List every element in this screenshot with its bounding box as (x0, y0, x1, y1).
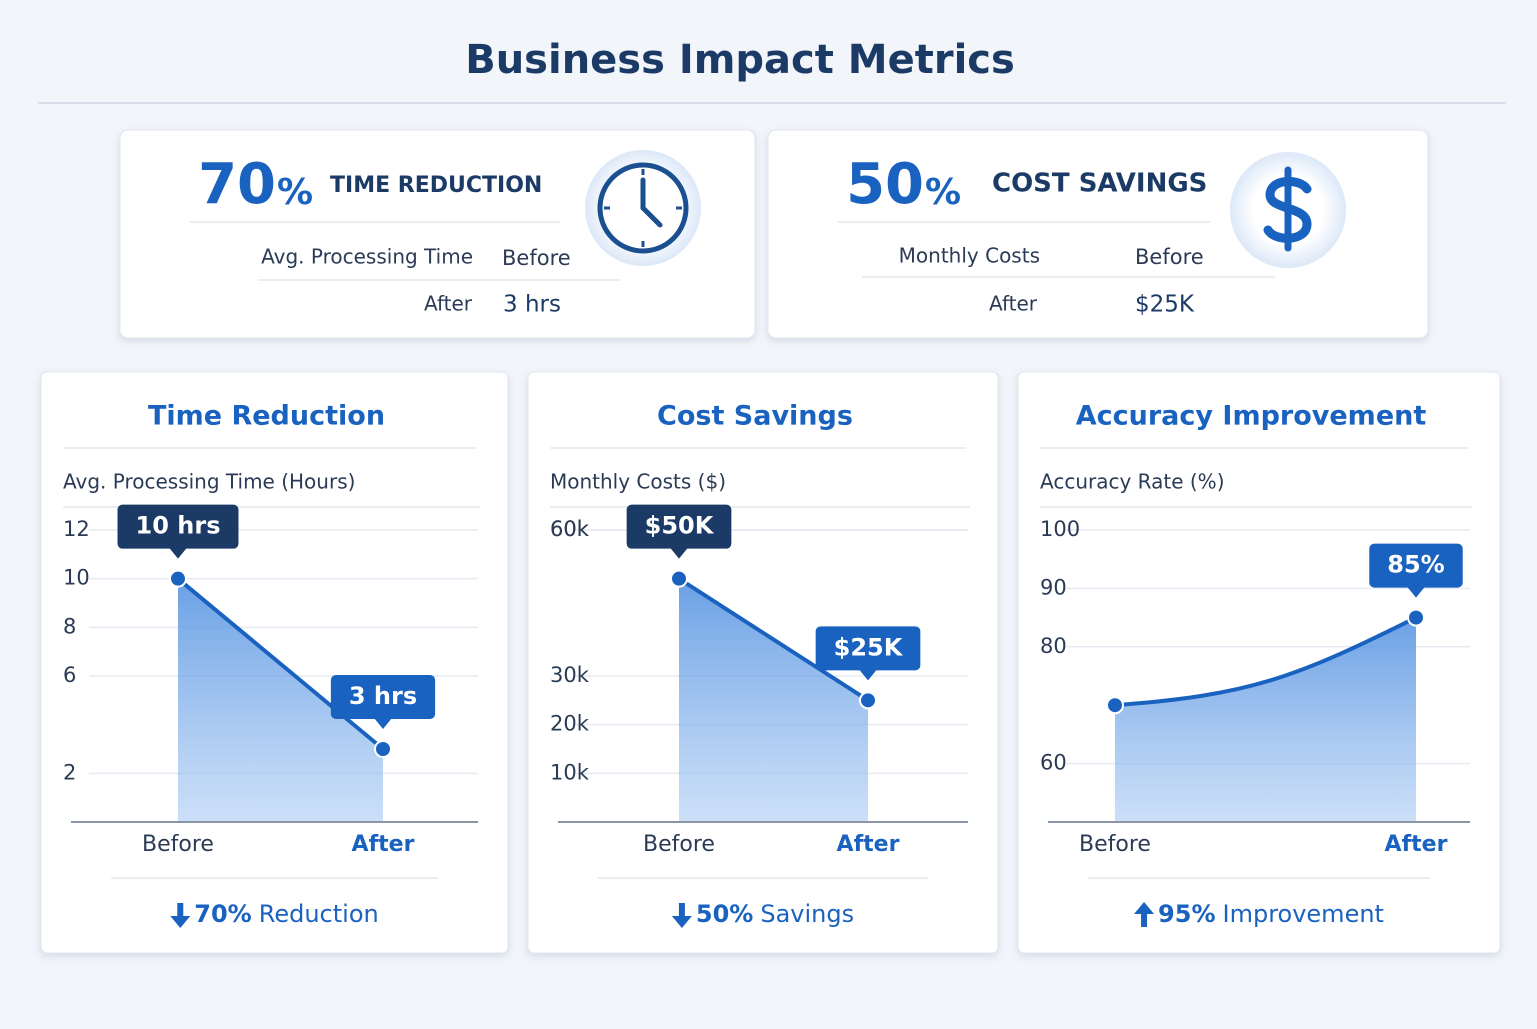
x-tick-label: Before (643, 832, 715, 857)
point (670, 569, 688, 588)
y-tick-label: 12 (63, 517, 90, 541)
line (1114, 615, 1417, 708)
chart-card (1017, 371, 1501, 954)
dollar-icon (1230, 152, 1346, 268)
line (176, 577, 385, 751)
data-label: 85% (1387, 551, 1444, 579)
kpi-label: COST SAVINGS (992, 169, 1207, 199)
y-tick-label: 60k (550, 517, 590, 541)
kpi-value: 50 (846, 152, 924, 217)
data-label: $50K (645, 512, 715, 540)
chart-title: Time Reduction (148, 401, 385, 432)
kpi-label: TIME REDUCTION (330, 173, 542, 198)
point (859, 691, 877, 710)
x-tick-label: Before (142, 832, 214, 857)
data-label: 10 hrs (136, 512, 221, 540)
summary-value: 70% (194, 900, 251, 928)
y-tick-label: 60 (1040, 751, 1067, 775)
kpi-unit: % (277, 172, 313, 213)
x-tick-label: Before (1079, 832, 1151, 857)
y-axis-label: Avg. Processing Time (Hours) (63, 470, 355, 494)
callout-pointer (859, 669, 877, 681)
callout (330, 675, 436, 719)
chart-title: Cost Savings (657, 401, 853, 432)
point (374, 740, 392, 758)
callout (1369, 543, 1463, 588)
callout-pointer (1407, 586, 1425, 598)
y-tick-label: 100 (1040, 517, 1080, 541)
y-tick-label: 10k (550, 760, 590, 784)
summary-label: Improvement (1223, 900, 1384, 928)
page-title: Business Impact Metrics (465, 37, 1015, 83)
kpi-metric: Avg. Processing Time (261, 245, 473, 269)
point (169, 569, 187, 588)
kpi-before-label: Before (502, 246, 571, 270)
callout-pointer (169, 547, 187, 559)
summary: 50% Savings (696, 900, 854, 928)
y-tick-label: 80 (1040, 634, 1067, 658)
callout-pointer (670, 547, 688, 559)
callout-pointer (374, 718, 392, 729)
y-tick-label: 20k (550, 712, 590, 736)
summary-value: 95% (1158, 900, 1215, 928)
area (679, 578, 868, 822)
summary-value: 50% (696, 900, 753, 928)
kpi-before-label: Before (1135, 245, 1204, 269)
line (677, 576, 870, 703)
clock-icon (585, 150, 701, 266)
data-label: 3 hrs (349, 682, 417, 710)
y-tick-label: 90 (1040, 575, 1067, 599)
y-tick-label: 2 (63, 760, 76, 784)
point (1407, 608, 1425, 627)
callout (626, 504, 732, 549)
kpi-metric: Monthly Costs (899, 244, 1040, 268)
trend-arrow (1134, 902, 1155, 927)
trend-arrow (671, 903, 692, 928)
y-tick-label: 8 (63, 614, 76, 638)
y-tick-label: 30k (550, 663, 590, 687)
kpi-value: 70 (198, 152, 276, 217)
trend-arrow (170, 903, 191, 928)
data-label: $25K (834, 633, 904, 661)
summary: 70% Reduction (194, 900, 378, 928)
callout (117, 504, 239, 549)
y-tick-label: 6 (63, 663, 76, 687)
callout (815, 626, 921, 671)
summary-label: Savings (760, 900, 854, 928)
chart-title: Accuracy Improvement (1076, 401, 1427, 432)
kpi-after-value: 3 hrs (503, 292, 561, 318)
y-axis-label: Accuracy Rate (%) (1040, 470, 1225, 494)
summary: 95% Improvement (1158, 900, 1384, 928)
kpi-unit: % (925, 172, 961, 213)
point (1106, 696, 1124, 715)
area (1115, 617, 1416, 822)
y-tick-label: 10 (63, 566, 90, 590)
x-tick-label: After (352, 832, 415, 857)
kpi-after-label: After (989, 292, 1038, 316)
kpi-after-value: $25K (1135, 292, 1195, 318)
x-tick-label: After (1385, 832, 1448, 857)
summary-label: Reduction (259, 900, 379, 928)
x-tick-label: After (837, 832, 900, 857)
y-tick-label: 60k (550, 517, 590, 541)
area (178, 578, 383, 822)
y-axis-label: Monthly Costs ($) (550, 470, 726, 494)
kpi-after-label: After (424, 292, 473, 316)
